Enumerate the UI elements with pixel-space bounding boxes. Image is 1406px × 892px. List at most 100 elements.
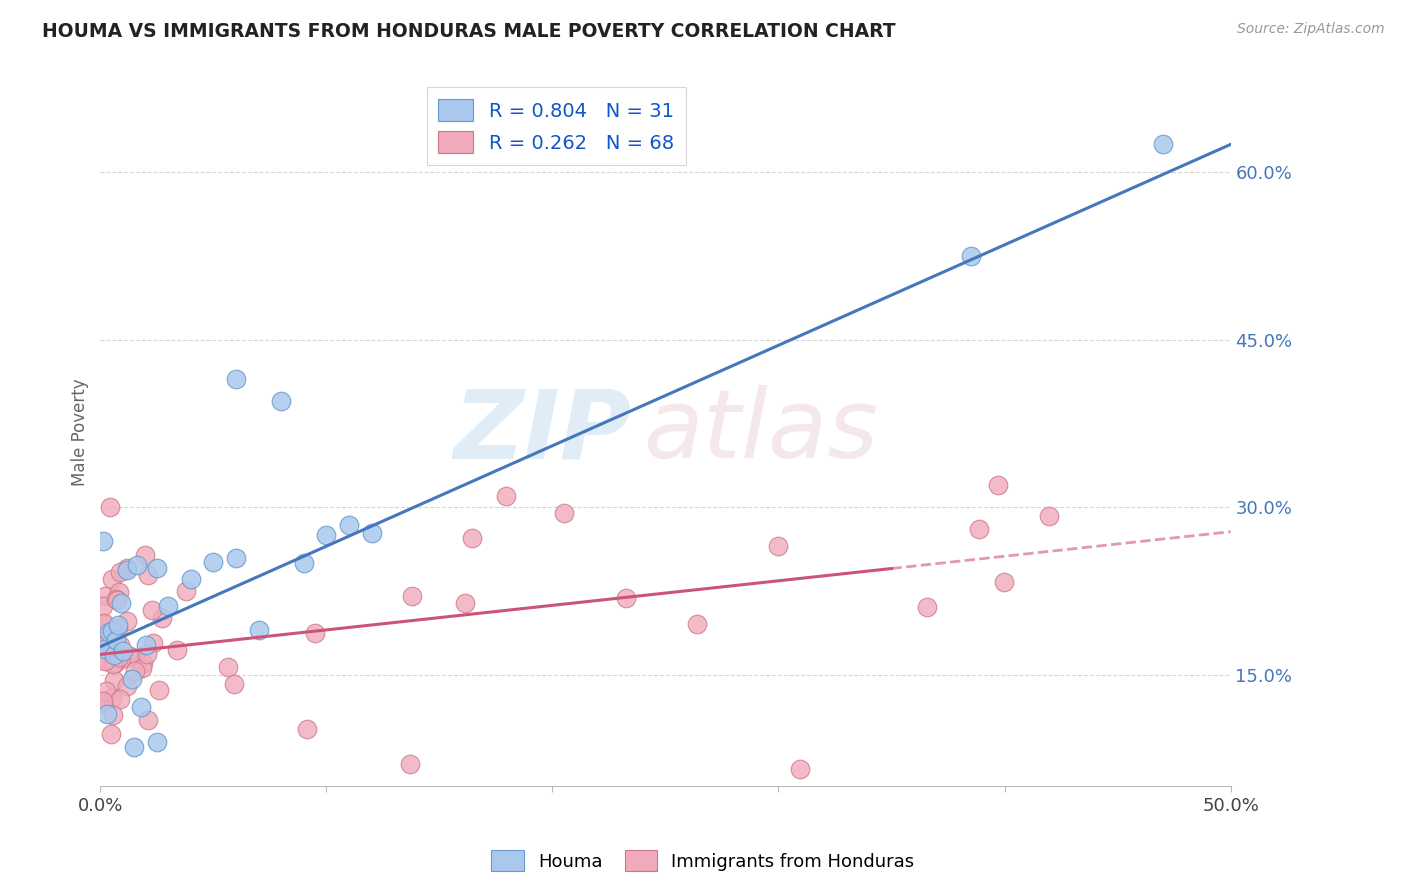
Legend: R = 0.804   N = 31, R = 0.262   N = 68: R = 0.804 N = 31, R = 0.262 N = 68	[426, 87, 686, 165]
Point	[142, 636, 165, 650]
Point	[789, 763, 811, 777]
Point	[91, 533, 114, 548]
Point	[94, 683, 117, 698]
Point	[100, 572, 122, 586]
Point	[107, 618, 129, 632]
Point	[180, 572, 202, 586]
Point	[100, 727, 122, 741]
Point	[495, 489, 517, 503]
Point	[1152, 137, 1174, 152]
Point	[101, 657, 124, 671]
Point	[110, 595, 132, 609]
Point	[94, 589, 117, 603]
Point	[94, 641, 117, 656]
Point	[157, 599, 180, 614]
Point	[454, 596, 477, 610]
Point	[987, 478, 1010, 492]
Legend: Houma, Immigrants from Honduras: Houma, Immigrants from Honduras	[484, 843, 922, 879]
Point	[125, 558, 148, 573]
Point	[91, 694, 114, 708]
Point	[553, 506, 575, 520]
Point	[146, 734, 169, 748]
Point	[108, 585, 131, 599]
Point	[96, 707, 118, 722]
Point	[100, 645, 122, 659]
Point	[614, 591, 637, 606]
Text: atlas: atlas	[643, 385, 877, 478]
Point	[225, 372, 247, 386]
Point	[100, 624, 122, 639]
Point	[217, 659, 239, 673]
Point	[104, 592, 127, 607]
Point	[292, 556, 315, 570]
Point	[105, 632, 128, 647]
Point	[124, 665, 146, 679]
Point	[131, 660, 153, 674]
Point	[94, 653, 117, 667]
Point	[174, 583, 197, 598]
Text: Source: ZipAtlas.com: Source: ZipAtlas.com	[1237, 22, 1385, 37]
Point	[148, 683, 170, 698]
Point	[101, 651, 124, 665]
Point	[917, 600, 939, 615]
Point	[107, 621, 129, 635]
Point	[136, 647, 159, 661]
Point	[103, 648, 125, 663]
Point	[124, 650, 146, 665]
Point	[1038, 509, 1060, 524]
Point	[108, 692, 131, 706]
Point	[686, 617, 709, 632]
Point	[398, 756, 420, 771]
Point	[91, 638, 114, 652]
Point	[135, 638, 157, 652]
Point	[98, 625, 121, 640]
Point	[295, 723, 318, 737]
Y-axis label: Male Poverty: Male Poverty	[72, 378, 89, 485]
Point	[91, 599, 114, 614]
Point	[270, 394, 292, 409]
Point	[222, 677, 245, 691]
Point	[225, 551, 247, 566]
Point	[166, 643, 188, 657]
Point	[98, 500, 121, 515]
Text: ZIP: ZIP	[454, 385, 631, 478]
Point	[103, 673, 125, 688]
Point	[146, 561, 169, 575]
Point	[108, 649, 131, 664]
Point	[93, 697, 115, 711]
Point	[104, 657, 127, 671]
Point	[108, 638, 131, 652]
Point	[136, 713, 159, 727]
Point	[337, 517, 360, 532]
Point	[110, 566, 132, 580]
Point	[460, 532, 482, 546]
Point	[122, 740, 145, 755]
Point	[93, 615, 115, 630]
Point	[136, 568, 159, 582]
Point	[91, 616, 114, 631]
Point	[150, 611, 173, 625]
Point	[768, 540, 790, 554]
Point	[115, 614, 138, 628]
Point	[967, 523, 990, 537]
Point	[141, 603, 163, 617]
Point	[105, 592, 128, 607]
Point	[134, 548, 156, 562]
Point	[959, 249, 981, 263]
Point	[304, 625, 326, 640]
Point	[117, 563, 139, 577]
Point	[91, 639, 114, 653]
Point	[110, 652, 132, 666]
Point	[120, 649, 142, 664]
Point	[111, 643, 134, 657]
Point	[101, 708, 124, 723]
Point	[129, 699, 152, 714]
Text: HOUMA VS IMMIGRANTS FROM HONDURAS MALE POVERTY CORRELATION CHART: HOUMA VS IMMIGRANTS FROM HONDURAS MALE P…	[42, 22, 896, 41]
Point	[401, 589, 423, 603]
Point	[202, 555, 225, 569]
Point	[247, 624, 270, 638]
Point	[115, 679, 138, 693]
Point	[96, 653, 118, 667]
Point	[360, 526, 382, 541]
Point	[96, 638, 118, 652]
